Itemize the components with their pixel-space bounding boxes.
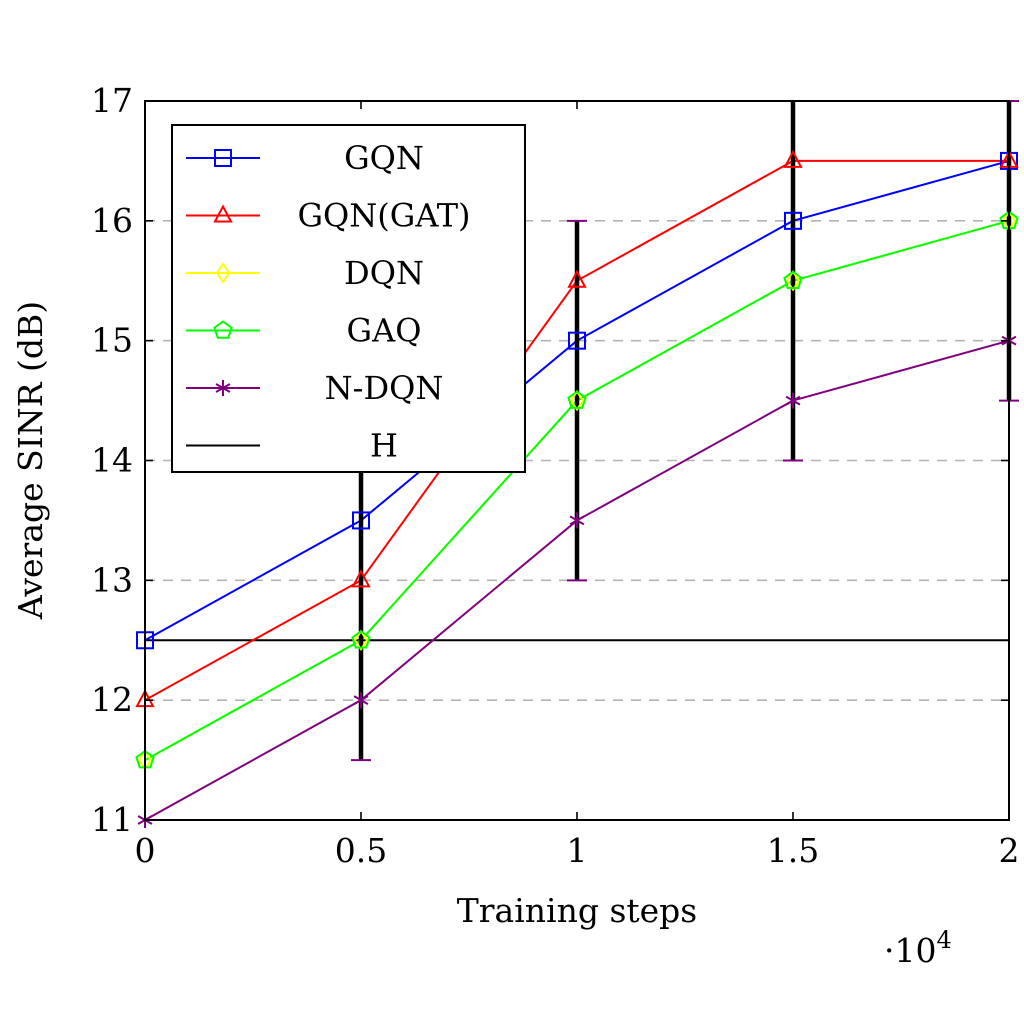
marker-gqn-gat-1 bbox=[351, 569, 371, 588]
y-axis-label: Average SINR (dB) bbox=[11, 301, 50, 620]
marker-gqn-2 bbox=[568, 331, 586, 350]
legend-label-gqn: GQN bbox=[344, 139, 424, 177]
marker-gqn-gat-3 bbox=[783, 149, 803, 168]
x-multiplier-base: ·10 bbox=[884, 931, 936, 970]
legend-marker-gqn bbox=[214, 149, 232, 167]
marker-n-dqn-2 bbox=[569, 512, 585, 529]
legend-marker-gqn-gat bbox=[213, 204, 233, 223]
legend-marker-gaq bbox=[213, 320, 233, 339]
y-tick-label-4: 15 bbox=[91, 321, 133, 360]
x-tick-label-0: 0 bbox=[135, 831, 156, 870]
y-tick-label-0: 11 bbox=[91, 800, 133, 839]
legend-label-h: H bbox=[370, 427, 398, 465]
legend-box bbox=[171, 124, 526, 473]
axis-ticks bbox=[144, 100, 1010, 821]
y-tick-label-1: 12 bbox=[91, 680, 133, 719]
marker-n-dqn-3-stroke-2 bbox=[785, 395, 801, 406]
marker-gqn-gat-2 bbox=[567, 269, 587, 288]
legend-label-n-dqn: N-DQN bbox=[325, 369, 444, 407]
legend-marker-n-dqn-stroke-2 bbox=[215, 383, 231, 393]
marker-gaq-3 bbox=[783, 270, 803, 290]
marker-gaq-2 bbox=[567, 390, 587, 409]
marker-n-dqn-2-stroke-2 bbox=[569, 515, 585, 526]
y-tick-label-3: 14 bbox=[91, 441, 133, 480]
marker-dqn-2 bbox=[569, 389, 585, 412]
y-tick-label-5: 16 bbox=[91, 201, 133, 240]
y-tick-labels: 11 12 13 14 15 16 17 bbox=[91, 81, 133, 839]
legend-label-gaq: GAQ bbox=[347, 312, 422, 350]
marker-n-dqn-1 bbox=[353, 692, 369, 709]
x-tick-label-1: 0.5 bbox=[335, 831, 387, 870]
legend-marker-n-dqn bbox=[215, 380, 231, 396]
legend: GQN GQN(GAT) DQN GAQ N-DQN H bbox=[171, 124, 526, 473]
y-tick-label-6: 17 bbox=[91, 81, 133, 120]
x-axis-label: Training steps bbox=[457, 891, 697, 930]
x-tick-label-4: 2 bbox=[999, 831, 1020, 870]
marker-gqn-1 bbox=[352, 511, 370, 530]
x-multiplier-exponent: 4 bbox=[936, 926, 951, 954]
legend-marker-dqn bbox=[215, 262, 231, 284]
marker-dqn-1 bbox=[353, 629, 369, 652]
legend-label-gqn-gat: GQN(GAT) bbox=[297, 197, 470, 235]
marker-dqn-3 bbox=[785, 269, 801, 292]
marker-n-dqn-1-stroke-2 bbox=[353, 695, 369, 706]
x-tick-labels: 0 0.5 1 1.5 2 bbox=[135, 831, 1020, 870]
x-axis-multiplier: ·104 bbox=[884, 926, 952, 970]
legend-label-dqn: DQN bbox=[344, 254, 424, 292]
marker-n-dqn-3 bbox=[785, 392, 801, 409]
y-tick-label-2: 13 bbox=[91, 560, 133, 599]
x-tick-label-2: 1 bbox=[567, 831, 588, 870]
marker-gaq-1 bbox=[351, 630, 371, 649]
marker-gqn-3 bbox=[784, 211, 802, 230]
x-tick-label-3: 1.5 bbox=[767, 831, 819, 870]
